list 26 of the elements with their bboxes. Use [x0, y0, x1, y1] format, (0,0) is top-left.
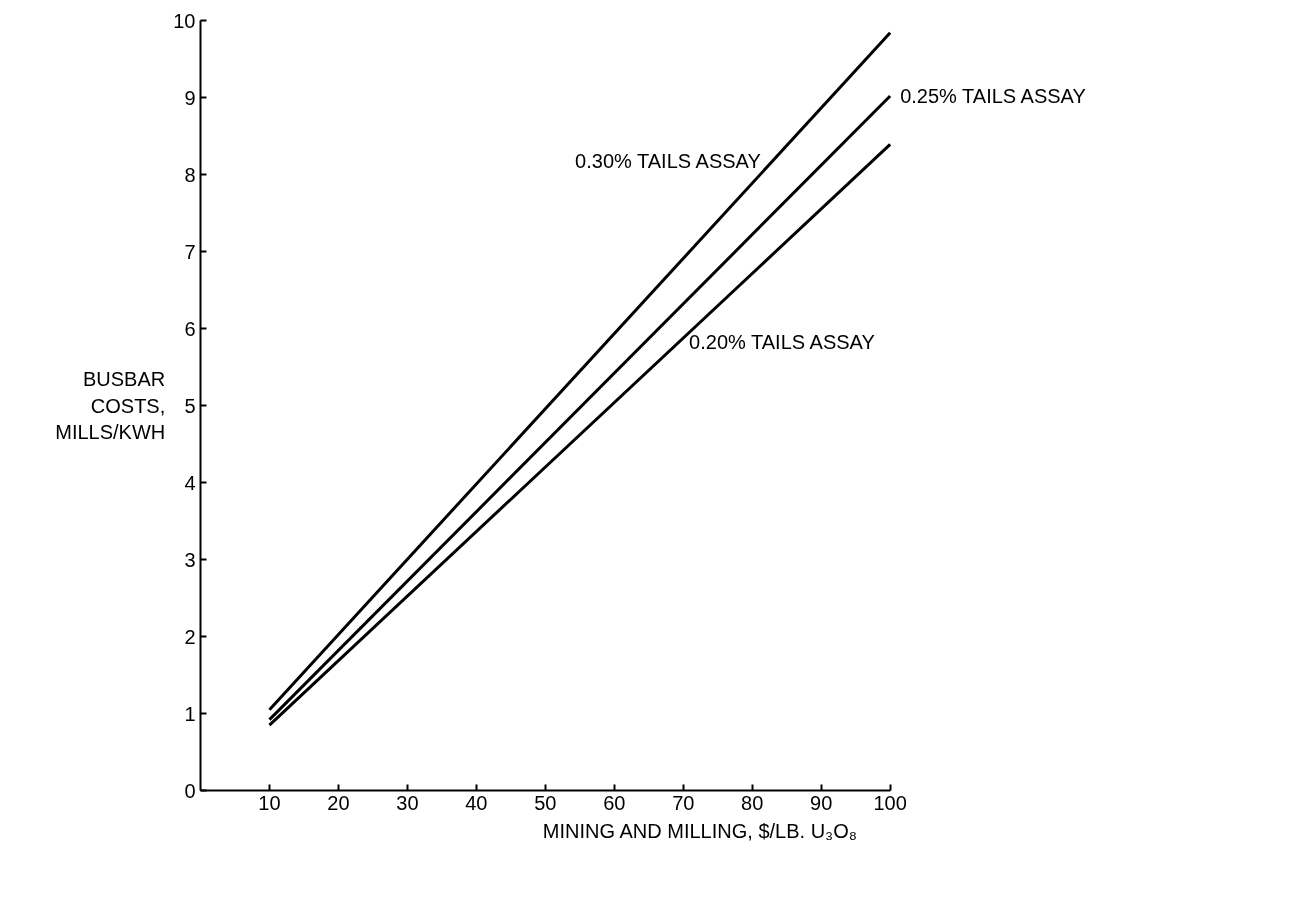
x-tick-label: 80: [741, 791, 764, 814]
y-tick-label: 0: [184, 779, 196, 802]
x-tick-label: 90: [810, 791, 833, 814]
series-label: 0.20% TAILS ASSAY: [689, 330, 875, 353]
x-tick-label: 10: [258, 791, 281, 814]
y-tick-label: 5: [184, 394, 196, 417]
series-label: 0.25% TAILS ASSAY: [900, 84, 1086, 107]
y-tick-label: 7: [184, 240, 196, 263]
y-tick-label: 4: [184, 471, 196, 494]
series-label: 0.30% TAILS ASSAY: [575, 150, 761, 173]
y-tick-label: 1: [184, 702, 196, 725]
x-tick-label: 40: [465, 791, 488, 814]
x-tick-label: 20: [327, 791, 350, 814]
x-tick-label: 70: [672, 791, 695, 814]
x-axis-title: MINING AND MILLING, $/LB. U₃O₈: [542, 819, 858, 842]
x-tick-label: 30: [396, 791, 419, 814]
y-tick-label: 3: [184, 548, 196, 571]
x-tick-label: 60: [603, 791, 626, 814]
x-tick-label: 100: [873, 791, 907, 814]
y-tick-label: 10: [173, 9, 196, 32]
y-tick-label: 6: [184, 317, 196, 340]
y-axis-title: BUSBAR COSTS, MILLS/KWH: [55, 368, 166, 443]
y-tick-label: 9: [184, 86, 196, 109]
y-tick-label: 2: [184, 625, 196, 648]
y-tick-label: 8: [184, 163, 196, 186]
x-tick-label: 50: [534, 791, 557, 814]
